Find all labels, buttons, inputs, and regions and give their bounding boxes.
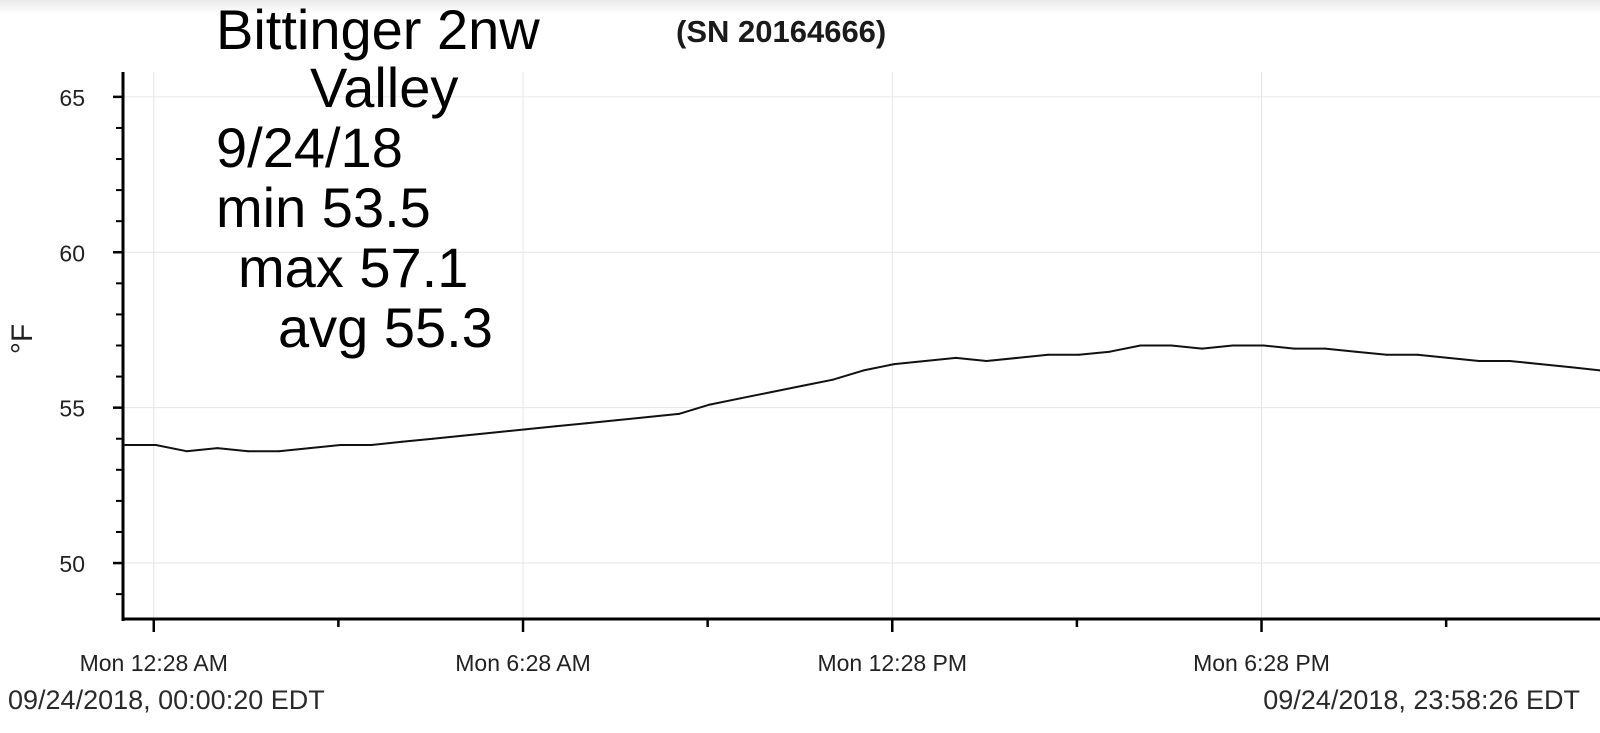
temperature-data-point — [1416, 353, 1419, 356]
temperature-series-line — [125, 344, 1600, 453]
station-name: Bittinger 2nw — [216, 0, 540, 61]
temperature-data-point — [954, 356, 957, 359]
y-tick-label: 65 — [59, 85, 85, 111]
temperature-data-point — [216, 447, 219, 450]
y-tick-label: 50 — [59, 551, 85, 577]
temperature-data-point — [185, 450, 188, 453]
temperature-data-point — [1077, 353, 1080, 356]
temperature-data-point — [831, 378, 834, 381]
temperature-data-point — [554, 425, 557, 428]
temperature-data-point — [524, 428, 527, 431]
range-end-timestamp: 09/24/2018, 23:58:26 EDT — [1263, 685, 1580, 715]
temperature-data-point — [647, 416, 650, 418]
temperature-data-point — [462, 434, 465, 437]
temperature-data-point — [1016, 356, 1019, 359]
temperature-data-point — [801, 384, 803, 387]
temperature-data-point — [1447, 356, 1450, 359]
temperature-data-point — [1385, 353, 1388, 356]
window-top-shade — [0, 0, 1600, 14]
temperature-data-point — [585, 422, 588, 425]
temperature-data-point — [924, 360, 927, 362]
temperature-data-point — [708, 403, 711, 406]
station-site: Valley — [310, 56, 459, 119]
temperature-data-point — [1201, 347, 1203, 350]
temperature-data-point — [401, 440, 403, 443]
temperature-data-point — [308, 447, 311, 450]
avg-temperature: avg 55.3 — [278, 296, 493, 359]
y-axis-unit-label: °F — [6, 323, 39, 355]
grid-lines — [123, 72, 1600, 619]
temperature-data-point — [1324, 347, 1327, 350]
temperature-data-point — [1354, 350, 1357, 353]
record-date: 9/24/18 — [216, 116, 403, 179]
x-tick-label: Mon 12:28 PM — [817, 650, 967, 676]
y-tick-label: 60 — [59, 240, 85, 266]
temperature-data-point — [862, 369, 865, 372]
temperature-data-point — [985, 360, 988, 362]
temperature-data-point — [1570, 366, 1573, 369]
series-layer — [124, 344, 1600, 453]
temperature-data-point — [1047, 353, 1050, 356]
temperature-data-point — [493, 431, 496, 434]
temperature-data-point — [616, 419, 619, 422]
temperature-data-point — [1478, 360, 1480, 362]
min-temperature: min 53.5 — [216, 176, 431, 239]
temperature-data-point — [1508, 360, 1511, 362]
temperature-data-point — [893, 363, 896, 366]
temperature-data-point — [1539, 363, 1542, 366]
temperature-data-point — [431, 437, 434, 440]
temperature-data-point — [154, 444, 157, 446]
temperature-data-point — [370, 444, 373, 446]
temperature-data-point — [770, 391, 773, 394]
serial-number: (SN 20164666) — [676, 14, 887, 49]
temperature-data-point — [677, 412, 680, 415]
temperature-data-point — [124, 444, 127, 446]
temperature-data-point — [1262, 344, 1265, 347]
x-tick-label: Mon 6:28 PM — [1193, 650, 1330, 676]
temperature-data-point — [1293, 347, 1296, 350]
temperature-data-point — [1108, 350, 1111, 353]
x-tick-label: Mon 6:28 AM — [455, 650, 591, 676]
range-start-timestamp: 09/24/2018, 00:00:20 EDT — [8, 685, 325, 715]
temperature-data-point — [1231, 344, 1234, 347]
temperature-data-point — [1139, 344, 1142, 347]
x-tick-label: Mon 12:28 AM — [80, 650, 228, 676]
ticks — [113, 95, 1448, 632]
temperature-data-point — [1170, 344, 1173, 347]
temperature-data-point — [739, 397, 742, 400]
y-tick-label: 55 — [59, 396, 85, 422]
temperature-data-point — [277, 450, 280, 453]
temperature-data-point — [339, 444, 342, 446]
max-temperature: max 57.1 — [238, 236, 469, 299]
temperature-data-point — [247, 450, 250, 453]
tick-labels: 50 55 60 65 Mon 12:28 AM Mon 6:28 AM Mon 12:28… — [59, 85, 1330, 676]
